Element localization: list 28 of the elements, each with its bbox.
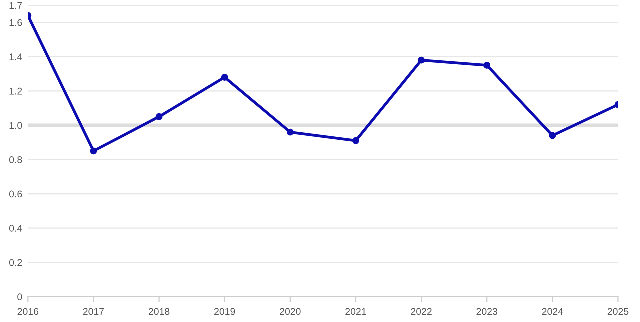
y-tick-label: 0.8: [9, 156, 22, 164]
y-tick-label: 0.2: [9, 259, 22, 266]
x-tick-label: 2024: [542, 308, 564, 316]
point: [90, 148, 98, 155]
x-tick-label: 2018: [148, 308, 170, 316]
y-tick-label: 0.4: [9, 225, 22, 232]
x-tick-label: 2022: [411, 308, 432, 316]
y-tick-label: 1.2: [10, 88, 22, 95]
y-tick-label: 1.7: [10, 2, 22, 9]
point: [549, 132, 556, 140]
x-tick-label: 2023: [476, 308, 498, 316]
x-tick-label: 2021: [346, 308, 366, 316]
x-tick-label: 2020: [280, 308, 301, 316]
point: [484, 62, 491, 69]
point: [221, 74, 228, 81]
y-tick-label: 1.4: [10, 54, 22, 60]
point: [156, 113, 163, 120]
y-tick-label: 0: [18, 294, 22, 301]
x-tick-label: 2017: [83, 308, 104, 316]
y-tick-label: 1.0: [10, 122, 22, 130]
x-tick-label: 2025: [608, 308, 629, 316]
x-tick-label: 2016: [18, 308, 39, 316]
point: [352, 137, 360, 144]
y-tick-label: 0.6: [9, 190, 22, 198]
x-tick-label: 2019: [214, 308, 236, 316]
point: [286, 128, 294, 136]
point: [418, 56, 426, 64]
y-tick-label: 1.6: [10, 19, 22, 26]
